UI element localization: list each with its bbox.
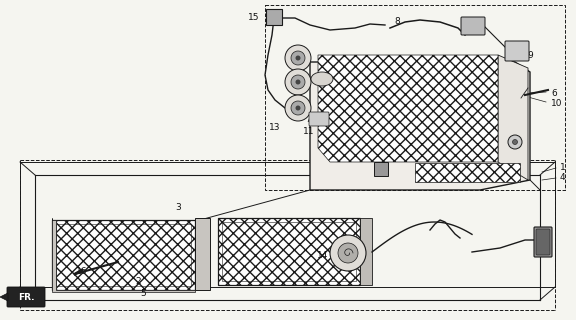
Text: 1: 1 <box>560 164 566 172</box>
Polygon shape <box>0 293 8 301</box>
Text: 10: 10 <box>551 99 563 108</box>
Text: 8: 8 <box>394 18 400 27</box>
Text: 15: 15 <box>248 13 259 22</box>
Circle shape <box>508 135 522 149</box>
Circle shape <box>330 235 366 271</box>
Text: 13: 13 <box>294 74 305 83</box>
Polygon shape <box>415 163 520 182</box>
Ellipse shape <box>311 72 333 86</box>
Polygon shape <box>360 218 372 285</box>
Text: 13: 13 <box>268 124 280 132</box>
Circle shape <box>513 140 517 145</box>
Circle shape <box>285 69 311 95</box>
Text: FR.: FR. <box>18 292 34 301</box>
Text: 11: 11 <box>302 127 314 137</box>
Circle shape <box>295 106 301 110</box>
Polygon shape <box>498 55 528 180</box>
Circle shape <box>295 55 301 60</box>
Text: 3: 3 <box>175 204 181 212</box>
FancyBboxPatch shape <box>536 229 550 255</box>
FancyBboxPatch shape <box>309 112 329 126</box>
FancyBboxPatch shape <box>7 287 45 307</box>
FancyBboxPatch shape <box>534 227 552 257</box>
FancyBboxPatch shape <box>266 9 282 25</box>
FancyBboxPatch shape <box>374 162 388 176</box>
Polygon shape <box>52 218 195 292</box>
Text: 14: 14 <box>317 251 328 260</box>
Polygon shape <box>318 55 498 162</box>
FancyBboxPatch shape <box>461 17 485 35</box>
Circle shape <box>285 95 311 121</box>
Text: 12: 12 <box>480 127 491 137</box>
Circle shape <box>291 75 305 89</box>
Circle shape <box>291 101 305 115</box>
Polygon shape <box>195 218 210 290</box>
Text: 4: 4 <box>560 173 566 182</box>
Circle shape <box>291 51 305 65</box>
Circle shape <box>295 79 301 84</box>
Text: 2: 2 <box>135 277 141 286</box>
Polygon shape <box>310 62 530 190</box>
Circle shape <box>285 45 311 71</box>
Text: 7: 7 <box>305 116 311 124</box>
Text: 5: 5 <box>140 289 146 298</box>
Text: 9: 9 <box>527 51 533 60</box>
Text: 16: 16 <box>76 268 88 276</box>
FancyBboxPatch shape <box>505 41 529 61</box>
Text: 17: 17 <box>376 161 388 170</box>
Text: 6: 6 <box>551 89 557 98</box>
Polygon shape <box>218 218 360 285</box>
Circle shape <box>338 243 358 263</box>
Polygon shape <box>52 220 195 290</box>
